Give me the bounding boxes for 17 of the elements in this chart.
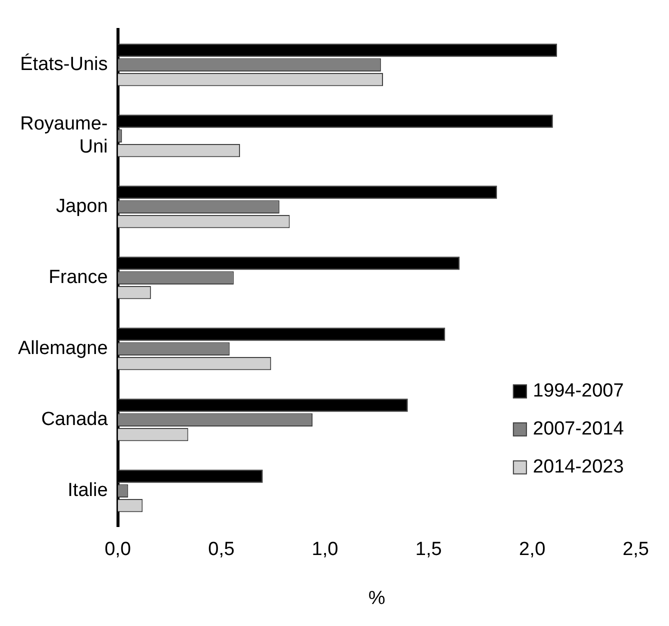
y-tick-label: Royaume-Uni [20, 114, 108, 158]
x-tick-label: 1,0 [312, 539, 338, 560]
x-tick-label: 0,5 [208, 539, 235, 560]
y-tick-label: Japon [56, 196, 108, 218]
legend-label: 2014-2023 [532, 456, 624, 478]
y-tick-label: États-Unis [20, 53, 108, 76]
x-tick-label: 0,0 [104, 539, 131, 560]
y-tick-label: Italie [68, 480, 108, 502]
x-tick-label: 2,5 [622, 539, 650, 560]
y-tick-label: Canada [41, 409, 108, 430]
legend-label: 2007-2014 [532, 418, 624, 440]
x-tick-label: 1,5 [415, 539, 442, 560]
y-tick-label: France [48, 267, 108, 288]
y-tick-label: Allemagne [18, 338, 108, 360]
x-axis-title: % [368, 588, 386, 609]
x-tick-label: 2,0 [518, 539, 546, 560]
legend-label: 1994-2007 [532, 380, 624, 402]
